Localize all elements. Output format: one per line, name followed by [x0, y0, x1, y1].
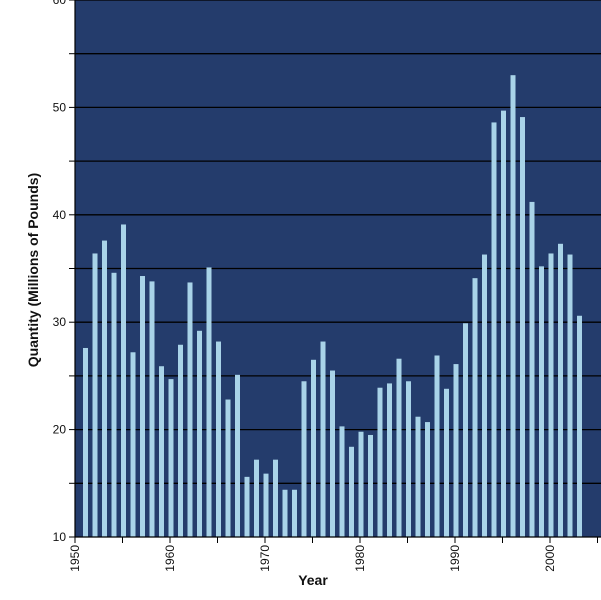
y-tick-label: 30 — [53, 315, 67, 329]
bar-1986 — [415, 416, 421, 537]
axes — [69, 0, 601, 543]
bar-1977 — [330, 370, 335, 537]
y-tick-label: 10 — [53, 530, 67, 544]
bar-1997 — [520, 117, 525, 537]
bar-1976 — [320, 341, 326, 537]
y-tick-labels: 10 20 30 40 50 60 — [53, 0, 67, 544]
bar-1990 — [453, 364, 459, 537]
bar-1996 — [510, 75, 516, 538]
bar-1969 — [254, 459, 259, 537]
bar-1995 — [501, 110, 506, 537]
bar-1980 — [358, 431, 364, 537]
bars — [83, 75, 582, 538]
bar-1994 — [491, 122, 497, 537]
x-tick-labels: 1950 1960 1970 1980 1990 2000 — [68, 545, 557, 572]
bar-2003 — [577, 315, 582, 537]
bar-1955 — [121, 224, 126, 537]
bar-1988 — [434, 355, 440, 537]
bar-1970 — [263, 473, 269, 537]
y-tick-label: 50 — [53, 100, 67, 114]
x-tick-label: 1950 — [68, 545, 82, 572]
bar-1974 — [301, 381, 307, 537]
bar-1956 — [130, 352, 136, 537]
bar-1968 — [244, 476, 250, 537]
bar-1999 — [539, 266, 544, 537]
bar-1967 — [235, 374, 240, 537]
x-tick-label: 1960 — [163, 545, 177, 572]
bar-1975 — [311, 359, 316, 537]
bar-1961 — [178, 344, 183, 537]
bar-1966 — [225, 399, 231, 537]
y-axis-title: Quantity (Millions of Pounds) — [25, 173, 41, 367]
y-tick-label: 20 — [53, 423, 67, 437]
bar-1951 — [83, 347, 88, 537]
bar-1965 — [216, 341, 221, 537]
bar-1957 — [140, 276, 145, 537]
bar-1985 — [406, 381, 411, 537]
bar-1973 — [292, 489, 297, 537]
bar-2000 — [548, 253, 554, 538]
bar-1960 — [168, 379, 174, 537]
bar-1992 — [472, 278, 478, 537]
bar-1971 — [273, 459, 278, 537]
bar-1993 — [482, 254, 487, 537]
bar-1982 — [377, 387, 383, 537]
bar-1953 — [102, 240, 107, 538]
bar-1998 — [529, 201, 535, 538]
bar-1963 — [197, 330, 202, 537]
bar-1979 — [349, 446, 354, 537]
bar-1962 — [187, 282, 193, 537]
bar-1958 — [149, 281, 155, 537]
x-tick-label: 1980 — [353, 545, 367, 572]
bar-1972 — [282, 489, 288, 537]
x-tick-label: 1970 — [258, 545, 272, 572]
x-axis-title: Year — [298, 572, 328, 588]
bar-2001 — [558, 243, 563, 537]
bar-2002 — [567, 254, 573, 537]
bar-1981 — [368, 434, 373, 537]
bar-1954 — [111, 272, 117, 537]
y-tick-label: 60 — [53, 0, 67, 7]
bar-1978 — [339, 426, 345, 537]
y-tick-label: 40 — [53, 208, 67, 222]
x-tick-label: 1990 — [448, 545, 462, 572]
bar-1987 — [425, 422, 430, 537]
bar-1984 — [396, 358, 402, 537]
bar-1952 — [92, 253, 98, 538]
bar-1983 — [387, 383, 392, 537]
bar-1959 — [159, 366, 164, 537]
x-tick-label: 2000 — [543, 545, 557, 572]
bar-1991 — [463, 323, 468, 537]
bar-1989 — [444, 388, 449, 537]
bar-1964 — [206, 267, 212, 537]
